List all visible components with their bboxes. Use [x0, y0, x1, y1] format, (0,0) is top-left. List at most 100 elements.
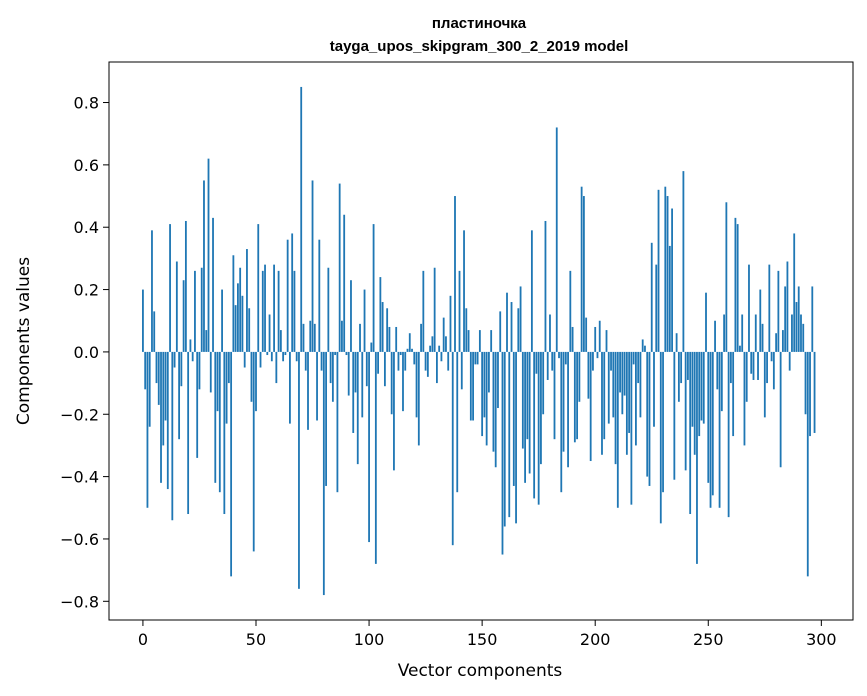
- bar-88: [341, 320, 343, 352]
- bar-92: [350, 280, 352, 352]
- bar-51: [257, 224, 260, 352]
- bar-278: [770, 351, 773, 362]
- bar-110: [390, 351, 393, 415]
- bar-55: [266, 351, 269, 356]
- bar-148: [476, 351, 479, 365]
- y-tick-label: 0.8: [74, 94, 99, 113]
- bar-214: [625, 351, 628, 455]
- bar-285: [786, 261, 789, 352]
- bar-184: [558, 351, 560, 359]
- bar-6: [155, 351, 158, 384]
- bar-295: [809, 351, 811, 437]
- bar-280: [775, 333, 778, 352]
- bar-235: [673, 351, 676, 480]
- bar-181: [551, 351, 554, 371]
- bar-60: [277, 270, 280, 352]
- bar-192: [576, 351, 579, 440]
- bar-165: [515, 351, 517, 524]
- bar-294: [806, 351, 809, 577]
- x-tick-label: 300: [806, 630, 837, 649]
- bar-58: [273, 264, 275, 352]
- bar-33: [216, 351, 219, 412]
- chart-subtitle: tayga_upos_skipgram_300_2_2019 model: [330, 38, 629, 55]
- bar-29: [207, 158, 210, 352]
- bar-119: [411, 348, 413, 352]
- bar-32: [214, 351, 217, 483]
- x-tick-label: 0: [138, 630, 148, 649]
- bar-103: [374, 351, 377, 564]
- bar-113: [397, 351, 400, 371]
- bar-122: [417, 351, 420, 446]
- chart-title: пластиночка: [432, 15, 527, 32]
- bar-283: [781, 330, 784, 352]
- bar-17: [180, 351, 183, 387]
- bar-157: [497, 351, 499, 409]
- bar-138: [454, 196, 456, 352]
- bar-35: [221, 289, 223, 352]
- bar-22: [191, 351, 194, 362]
- bar-50: [255, 351, 257, 412]
- bar-11: [166, 351, 169, 490]
- bar-70: [300, 86, 303, 352]
- bar-111: [393, 351, 395, 471]
- bar-27: [203, 180, 205, 352]
- bar-74: [309, 320, 312, 352]
- bar-234: [671, 208, 673, 352]
- bar-186: [562, 351, 565, 452]
- bar-256: [720, 351, 723, 412]
- bar-249: [705, 292, 707, 352]
- bar-145: [469, 351, 472, 421]
- bar-289: [795, 302, 798, 352]
- bar-93: [352, 351, 355, 433]
- bar-233: [668, 245, 671, 352]
- bar-45: [243, 351, 246, 368]
- bar-125: [424, 351, 427, 371]
- bar-130: [436, 351, 438, 384]
- bar-230: [662, 351, 664, 493]
- bar-290: [797, 286, 800, 352]
- bar-227: [655, 264, 658, 352]
- bar-90: [345, 351, 348, 356]
- bar-276: [766, 351, 768, 384]
- bar-164: [512, 351, 515, 486]
- bar-257: [723, 314, 726, 352]
- bar-223: [646, 351, 649, 477]
- bar-61: [279, 330, 282, 352]
- bar-173: [533, 351, 536, 499]
- bar-24: [196, 351, 199, 458]
- bar-282: [779, 351, 782, 468]
- x-tick-label: 50: [246, 630, 266, 649]
- bar-5: [153, 311, 156, 352]
- bar-8: [160, 351, 162, 483]
- bar-68: [295, 351, 298, 362]
- bar-288: [793, 233, 796, 352]
- bar-77: [316, 351, 318, 421]
- bar-245: [696, 351, 698, 564]
- bar-251: [709, 351, 712, 508]
- bar-135: [447, 351, 450, 371]
- bar-180: [549, 314, 551, 352]
- bar-133: [442, 317, 445, 352]
- bar-213: [623, 351, 626, 396]
- bar-242: [689, 351, 692, 515]
- bar-224: [648, 351, 651, 486]
- bar-270: [752, 351, 755, 380]
- bar-206: [607, 351, 610, 424]
- bar-264: [739, 345, 741, 352]
- bar-143: [465, 308, 468, 352]
- bar-212: [621, 351, 624, 415]
- bar-255: [718, 351, 721, 508]
- bar-182: [553, 351, 556, 440]
- y-axis-label: Components values: [14, 257, 34, 425]
- bar-139: [456, 351, 459, 493]
- bar-226: [653, 351, 655, 427]
- bar-243: [691, 351, 694, 427]
- bar-215: [628, 351, 631, 433]
- bar-91: [347, 351, 350, 396]
- bar-72: [304, 351, 307, 371]
- bar-34: [218, 351, 221, 493]
- bar-240: [684, 351, 687, 471]
- bar-254: [716, 351, 719, 390]
- bar-150: [481, 351, 484, 437]
- bar-149: [478, 330, 481, 352]
